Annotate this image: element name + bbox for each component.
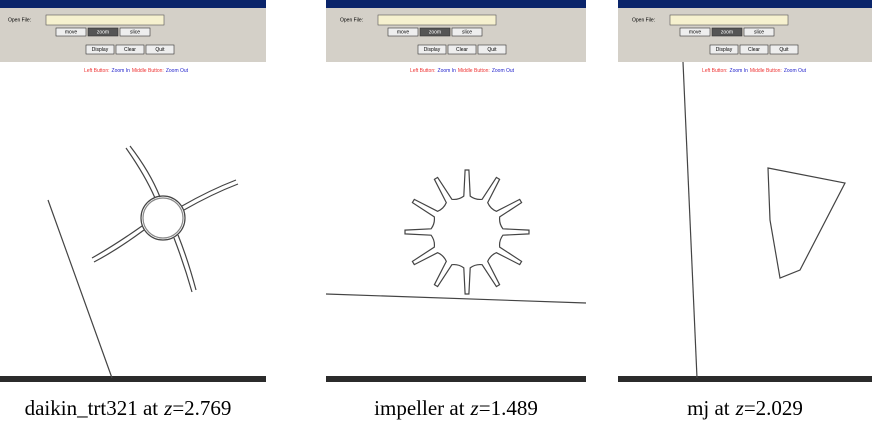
window: Open File: move zoom slice Display Clear Quit L…	[618, 0, 872, 382]
caption-value: =2.769	[172, 396, 231, 420]
hint-part: Zoom Out	[492, 68, 515, 74]
button-label: move	[65, 29, 77, 35]
open-file-label: Open File:	[340, 17, 363, 23]
button-label: zoom	[429, 29, 441, 35]
bottom-bar	[326, 376, 586, 382]
hint-part: Left Button:	[410, 68, 436, 74]
caption-var: z	[735, 396, 744, 420]
bottom-bar	[0, 376, 266, 382]
button-label: move	[397, 29, 409, 35]
canvas	[326, 62, 586, 376]
button-label: Quit	[779, 47, 789, 53]
hint-part: Left Button:	[84, 68, 110, 74]
bottom-bar	[618, 376, 872, 382]
caption-name: daikin_trt321 at	[25, 396, 159, 420]
button-label: slice	[130, 29, 140, 35]
caption-value: =1.489	[479, 396, 538, 420]
canvas	[618, 62, 872, 376]
hint-part: Zoom In	[112, 68, 131, 74]
title-bar	[326, 0, 586, 8]
title-bar	[0, 0, 266, 8]
button-label: Display	[716, 47, 733, 53]
caption-name: mj at	[687, 396, 730, 420]
hint-part: Middle Button:	[750, 68, 782, 74]
button-label: Quit	[155, 47, 165, 53]
hint-part: Zoom Out	[784, 68, 807, 74]
button-label: Display	[424, 47, 441, 53]
button-label: move	[689, 29, 701, 35]
button-label: slice	[754, 29, 764, 35]
canvas	[0, 62, 266, 376]
button-label: zoom	[97, 29, 109, 35]
button-label: slice	[462, 29, 472, 35]
open-file-label: Open File:	[8, 17, 31, 23]
button-label: Quit	[487, 47, 497, 53]
open-file-label: Open File:	[632, 17, 655, 23]
caption-var: z	[470, 396, 479, 420]
windows: Open File: move zoom slice Display Clear Quit L…	[0, 0, 872, 382]
window: Open File: move zoom slice Display Clear Quit L…	[0, 0, 266, 382]
button-label: zoom	[721, 29, 733, 35]
button-label: Clear	[456, 47, 468, 53]
file-field[interactable]	[46, 15, 164, 25]
button-label: Clear	[124, 47, 136, 53]
caption-name: impeller at	[374, 396, 465, 420]
hint-part: Zoom In	[730, 68, 749, 74]
caption-value: =2.029	[744, 396, 803, 420]
file-field[interactable]	[670, 15, 788, 25]
figure: Open File: move zoom slice Display Clear Quit L…	[0, 0, 872, 423]
hint-part: Left Button:	[702, 68, 728, 74]
file-field[interactable]	[378, 15, 496, 25]
title-bar	[618, 0, 872, 8]
caption-var: z	[163, 396, 172, 420]
button-label: Clear	[748, 47, 760, 53]
hint-part: Zoom In	[438, 68, 457, 74]
hint-part: Middle Button:	[132, 68, 164, 74]
hint-part: Zoom Out	[166, 68, 189, 74]
hint-part: Middle Button:	[458, 68, 490, 74]
window: Open File: move zoom slice Display Clear Quit L…	[326, 0, 586, 382]
button-label: Display	[92, 47, 109, 53]
